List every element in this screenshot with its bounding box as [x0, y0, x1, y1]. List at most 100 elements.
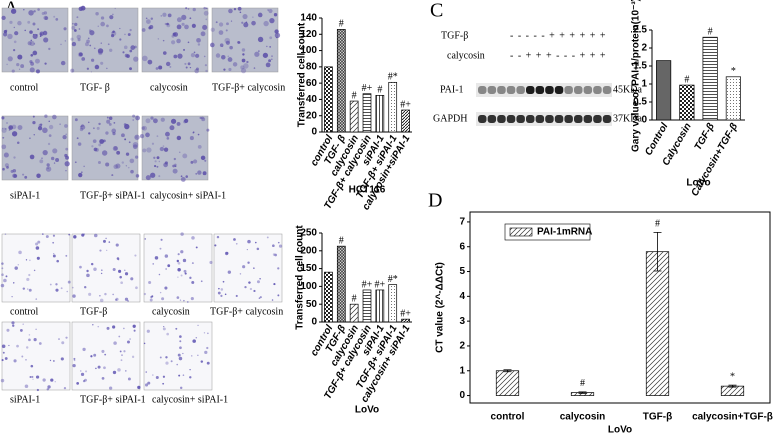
cell [73, 235, 77, 239]
cell [132, 114, 136, 118]
cell [62, 134, 67, 140]
cell [142, 125, 148, 131]
cell [9, 20, 13, 24]
cell [197, 170, 202, 175]
image-caption: calycosin [150, 82, 188, 93]
cell [106, 326, 110, 330]
cell [1, 273, 4, 277]
blot-band [554, 115, 564, 123]
cell [235, 294, 238, 298]
cell [166, 137, 170, 140]
cell [242, 265, 246, 269]
cell [167, 264, 171, 268]
cell [78, 28, 81, 30]
cell [172, 168, 178, 174]
cell [131, 355, 135, 358]
image-caption: TGF-β+ calycosin [210, 306, 283, 317]
cell [85, 370, 88, 373]
cell [11, 131, 18, 137]
bar [725, 76, 741, 121]
cell [46, 163, 50, 167]
cell [184, 118, 189, 123]
cell [47, 142, 51, 146]
cell [134, 134, 140, 140]
cell [119, 350, 122, 353]
blot-band [583, 115, 593, 123]
blot-band [516, 115, 525, 123]
cell [277, 294, 280, 297]
cell [46, 388, 50, 391]
cell [273, 283, 276, 286]
cell [48, 120, 50, 123]
cell [227, 270, 232, 274]
cell [151, 142, 155, 145]
cell [229, 45, 233, 50]
cell [135, 174, 140, 178]
error-bar [503, 369, 512, 373]
y-axis-label: CT value (2^-ΔΔCt) [435, 262, 446, 353]
cell [1, 262, 4, 265]
cell [269, 17, 275, 24]
significance-marker: #+ [400, 99, 411, 110]
cell [93, 267, 97, 272]
cell [43, 15, 48, 20]
cell [47, 167, 49, 170]
cell [93, 47, 96, 50]
cell [162, 375, 166, 378]
cell [149, 24, 154, 30]
cell [233, 238, 236, 241]
cell [1, 359, 4, 362]
cell [258, 50, 260, 52]
cell [89, 44, 92, 47]
cell [49, 359, 52, 362]
cell [164, 254, 169, 258]
cell [159, 146, 165, 152]
cell [29, 40, 35, 46]
cell [37, 240, 41, 244]
cell [23, 9, 25, 11]
legend-label: PAI-1mRNA [537, 227, 592, 238]
cell [150, 17, 154, 20]
cell [157, 38, 160, 40]
cell [91, 58, 95, 62]
cell [145, 175, 151, 181]
cell [74, 22, 78, 27]
cell [44, 16, 49, 20]
cell [80, 124, 86, 130]
cell [177, 353, 181, 357]
cell [74, 161, 77, 164]
y-tick-label: 2 [459, 341, 465, 352]
cell [130, 169, 134, 174]
micrograph [71, 7, 139, 73]
cell [224, 37, 231, 44]
micrograph [71, 233, 141, 303]
cell [111, 30, 117, 36]
cell [162, 39, 165, 42]
cell [225, 40, 230, 45]
cell [21, 355, 24, 358]
cell [24, 29, 26, 32]
blot-band [497, 115, 506, 123]
cell [134, 45, 137, 49]
cell [197, 43, 201, 46]
cell [44, 62, 47, 65]
cell [95, 367, 97, 370]
micrograph [143, 321, 213, 391]
cell [176, 121, 181, 126]
cell [150, 172, 156, 178]
significance-marker: # [708, 26, 713, 37]
y-tick-label: 1 [459, 365, 465, 376]
blot-band [535, 115, 545, 123]
cell [141, 28, 146, 32]
cell [29, 259, 31, 262]
bar [495, 370, 520, 396]
cell [11, 321, 15, 325]
cell [164, 161, 168, 165]
cell [106, 24, 109, 28]
cell [143, 292, 147, 296]
cell [253, 267, 255, 269]
cell [30, 39, 33, 42]
